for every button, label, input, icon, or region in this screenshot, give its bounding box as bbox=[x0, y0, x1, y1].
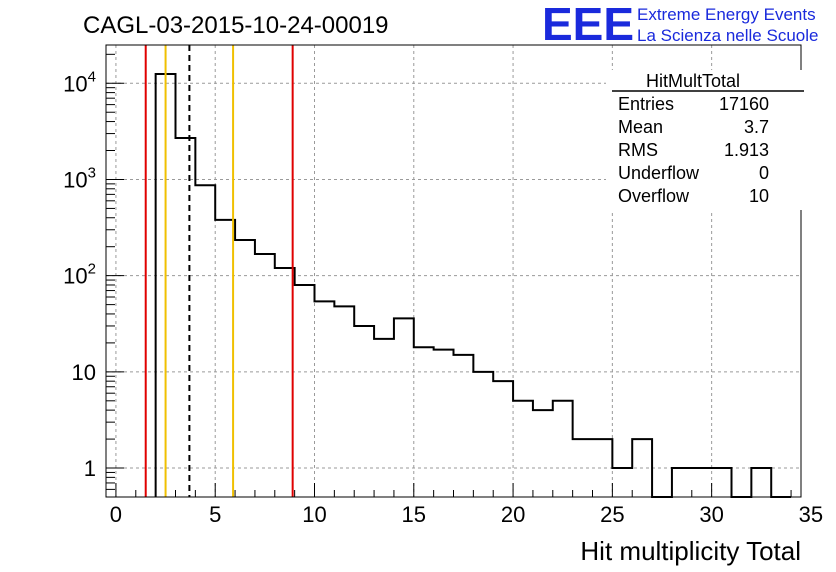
grid-lines bbox=[106, 45, 801, 497]
stats-row-label: Overflow bbox=[618, 186, 690, 206]
histogram-bar bbox=[334, 306, 354, 497]
x-tick-label: 35 bbox=[799, 502, 823, 527]
histogram-bar bbox=[672, 468, 692, 497]
x-tick-label: 30 bbox=[699, 502, 723, 527]
histogram-bar bbox=[692, 468, 712, 497]
y-tick-label: 10 bbox=[72, 360, 96, 385]
histogram-bar bbox=[593, 439, 613, 497]
x-tick-label: 15 bbox=[402, 502, 426, 527]
histogram-bar bbox=[712, 468, 732, 497]
eee-logo: EEE Extreme Energy Events La Scienza nel… bbox=[542, 0, 818, 50]
x-tick-label: 5 bbox=[209, 502, 221, 527]
stats-row-label: Underflow bbox=[618, 163, 700, 183]
x-tick-label: 10 bbox=[302, 502, 326, 527]
histogram-bar bbox=[414, 347, 434, 497]
stats-box-title: HitMultTotal bbox=[646, 71, 740, 91]
y-tick-label: 104 bbox=[63, 68, 96, 96]
histogram-bar bbox=[255, 254, 275, 497]
y-tick-label: 102 bbox=[63, 261, 96, 289]
histogram-bar bbox=[493, 381, 513, 497]
stats-row-value: 1.913 bbox=[724, 140, 769, 160]
histogram-bar bbox=[195, 185, 215, 497]
x-axis-label: Hit multiplicity Total bbox=[580, 536, 801, 566]
stats-row-value: 10 bbox=[749, 186, 769, 206]
stats-box: HitMultTotal Entries 17160 Mean 3.7 RMS 1.913… bbox=[606, 70, 804, 210]
stats-rows: Entries 17160 Mean 3.7 RMS 1.913 Underflow 0 Ove… bbox=[618, 94, 769, 206]
histogram-bar bbox=[454, 355, 474, 497]
x-tick-label: 25 bbox=[600, 502, 624, 527]
histogram-bar bbox=[533, 410, 553, 497]
histogram-bar bbox=[612, 468, 632, 497]
x-tick-label: 0 bbox=[110, 502, 122, 527]
logo-line-2: La Scienza nelle Scuole bbox=[637, 26, 818, 45]
histogram-bar bbox=[394, 318, 414, 497]
histogram-bar bbox=[473, 372, 493, 497]
stats-row-label: Mean bbox=[618, 117, 663, 137]
x-tick-label: 20 bbox=[501, 502, 525, 527]
stats-row-value: 3.7 bbox=[744, 117, 769, 137]
histogram-bar bbox=[235, 240, 255, 497]
stats-row-label: RMS bbox=[618, 140, 658, 160]
histogram-bar bbox=[553, 401, 573, 497]
histogram-bar bbox=[295, 285, 315, 497]
histogram-bar bbox=[176, 138, 196, 497]
histogram-bar bbox=[751, 468, 771, 497]
chart-title: CAGL-03-2015-10-24-00019 bbox=[83, 12, 389, 39]
x-axis: 0 5 10 15 20 25 30 35 bbox=[110, 483, 823, 527]
histogram-bar bbox=[513, 401, 533, 497]
vertical-marker-lines bbox=[144, 45, 294, 497]
logo-line-1: Extreme Energy Events bbox=[637, 5, 816, 24]
histogram-bar bbox=[374, 339, 394, 497]
y-axis: 1 10 102 103 104 bbox=[63, 53, 124, 498]
histogram-bar bbox=[354, 326, 374, 497]
stats-row-value: 17160 bbox=[719, 94, 769, 114]
y-tick-label: 103 bbox=[63, 164, 96, 192]
eee-logo-mark: EEE bbox=[542, 0, 634, 50]
stats-row-value: 0 bbox=[759, 163, 769, 183]
y-tick-label: 1 bbox=[84, 456, 96, 481]
stats-row-label: Entries bbox=[618, 94, 674, 114]
